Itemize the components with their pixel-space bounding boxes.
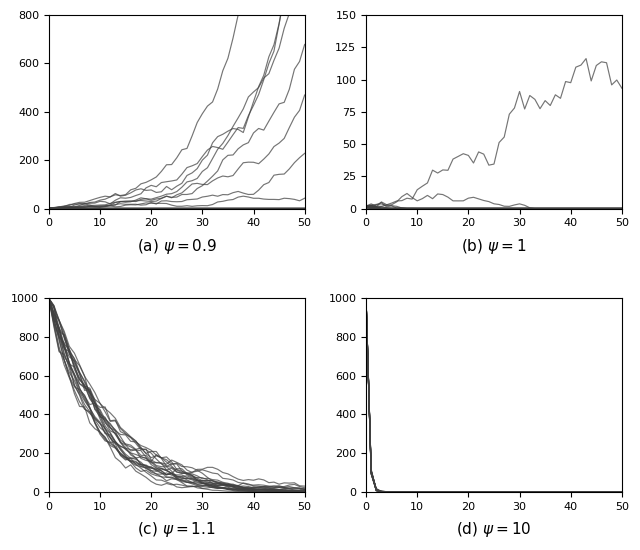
X-axis label: (b) $\psi = 1$: (b) $\psi = 1$ [461, 236, 527, 256]
X-axis label: (a) $\psi = 0.9$: (a) $\psi = 0.9$ [137, 236, 217, 256]
X-axis label: (c) $\psi = 1.1$: (c) $\psi = 1.1$ [138, 520, 216, 539]
X-axis label: (d) $\psi = 10$: (d) $\psi = 10$ [456, 520, 532, 539]
